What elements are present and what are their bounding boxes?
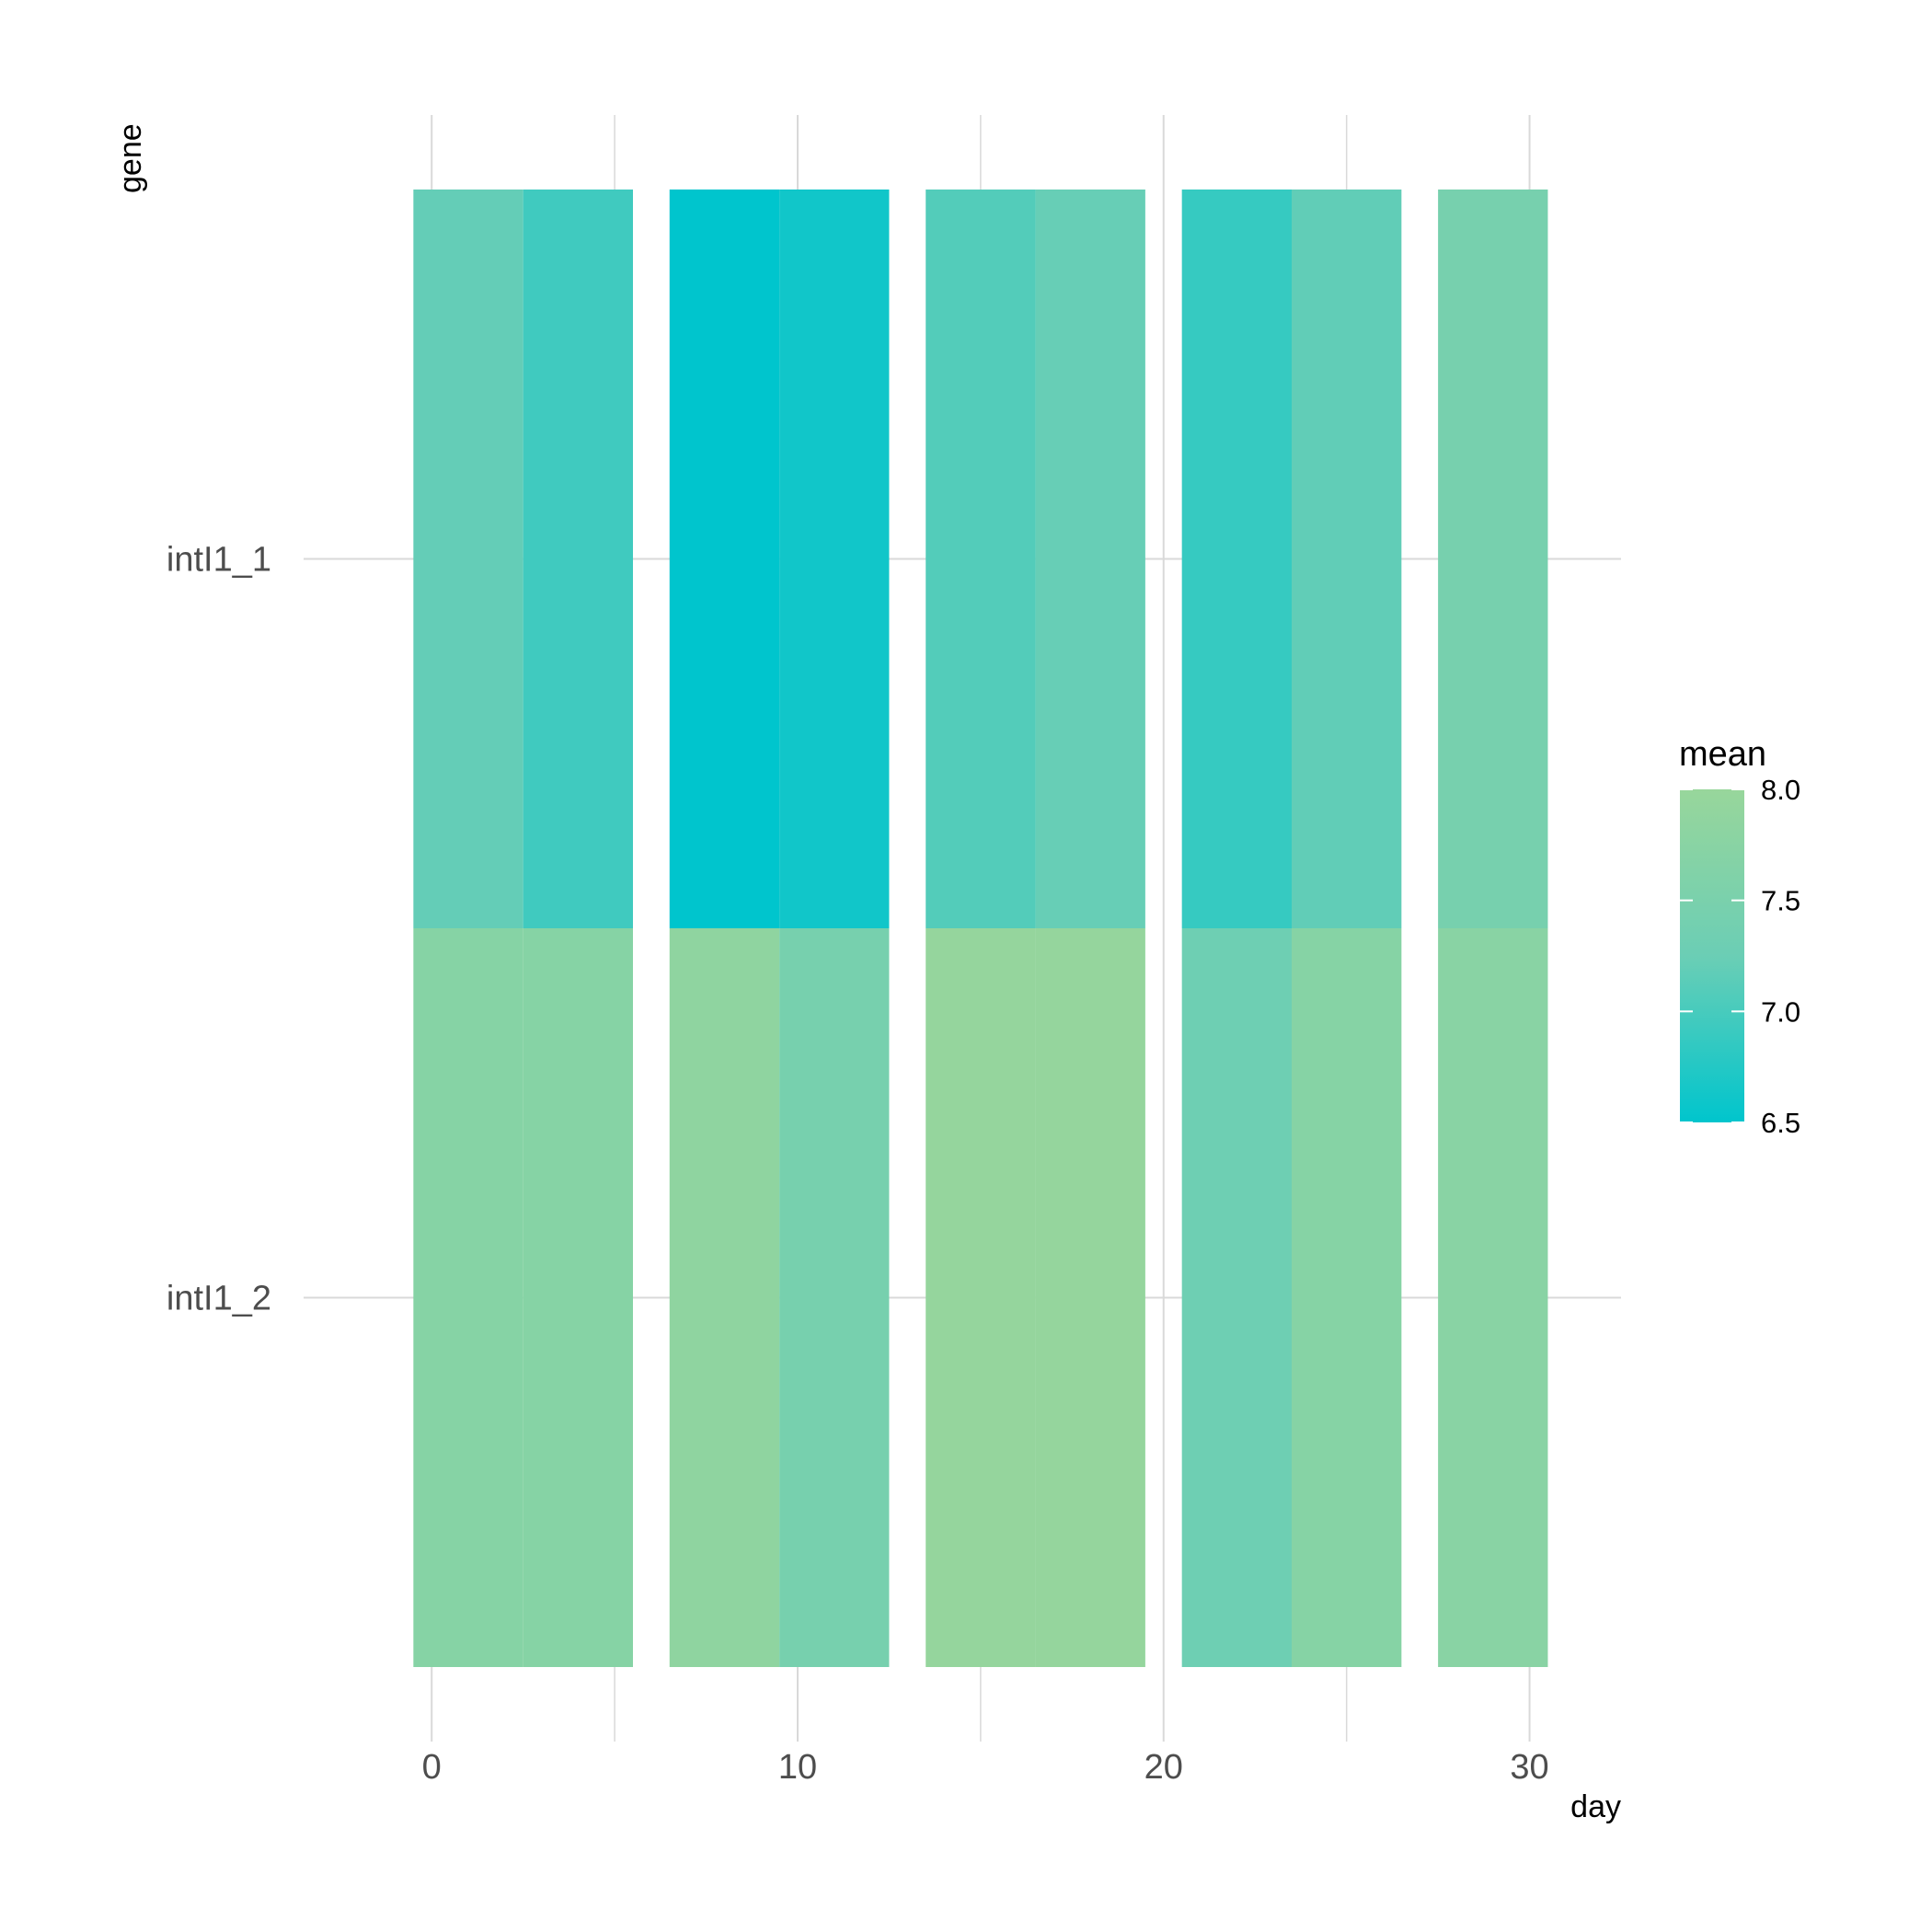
y-tick-label: intI1_2 <box>167 1280 271 1318</box>
heatmap-cell <box>669 190 780 928</box>
heatmap-cell <box>413 190 523 928</box>
x-tick-label: 20 <box>1144 1748 1183 1787</box>
heatmap-cell <box>669 928 780 1667</box>
legend-tick-label: 7.0 <box>1761 995 1800 1028</box>
x-axis-title: day <box>1570 1789 1621 1824</box>
legend-ticks: 8.0 7.5 7.0 6.5 <box>1680 774 1800 1139</box>
y-tick-label: intI1_1 <box>167 541 271 580</box>
legend-tick-label: 6.5 <box>1761 1107 1800 1139</box>
heatmap-cell <box>1292 190 1402 928</box>
x-tick-label: 0 <box>422 1748 442 1787</box>
x-axis-ticks: 0 10 20 30 <box>422 1748 1549 1787</box>
heatmap-cells <box>413 190 1548 1667</box>
heatmap-cell <box>1292 928 1402 1667</box>
heatmap-cell <box>926 190 1036 928</box>
heatmap-cell <box>1035 928 1145 1667</box>
heatmap-cell <box>1438 928 1548 1667</box>
y-axis-ticks: intI1_1 intI1_2 <box>167 541 271 1318</box>
color-legend: mean 8.0 7.5 7.0 6.5 <box>1679 735 1800 1139</box>
heatmap-cell <box>779 928 890 1667</box>
x-tick-label: 30 <box>1510 1748 1548 1787</box>
legend-title: mean <box>1679 735 1766 774</box>
heatmap-cell <box>779 190 890 928</box>
y-axis-title: gene <box>113 123 148 193</box>
heatmap-cell <box>413 928 523 1667</box>
x-tick-label: 10 <box>778 1748 817 1787</box>
heatmap-cell <box>1035 190 1145 928</box>
legend-colorbar <box>1680 789 1744 1122</box>
heatmap-cell <box>1181 928 1292 1667</box>
heatmap-cell <box>1181 190 1292 928</box>
heatmap-cell <box>523 928 633 1667</box>
heatmap-cell <box>523 190 633 928</box>
heatmap-cell <box>926 928 1036 1667</box>
legend-tick-label: 7.5 <box>1761 885 1800 917</box>
heatmap-cell <box>1438 190 1548 928</box>
legend-tick-label: 8.0 <box>1761 774 1800 806</box>
